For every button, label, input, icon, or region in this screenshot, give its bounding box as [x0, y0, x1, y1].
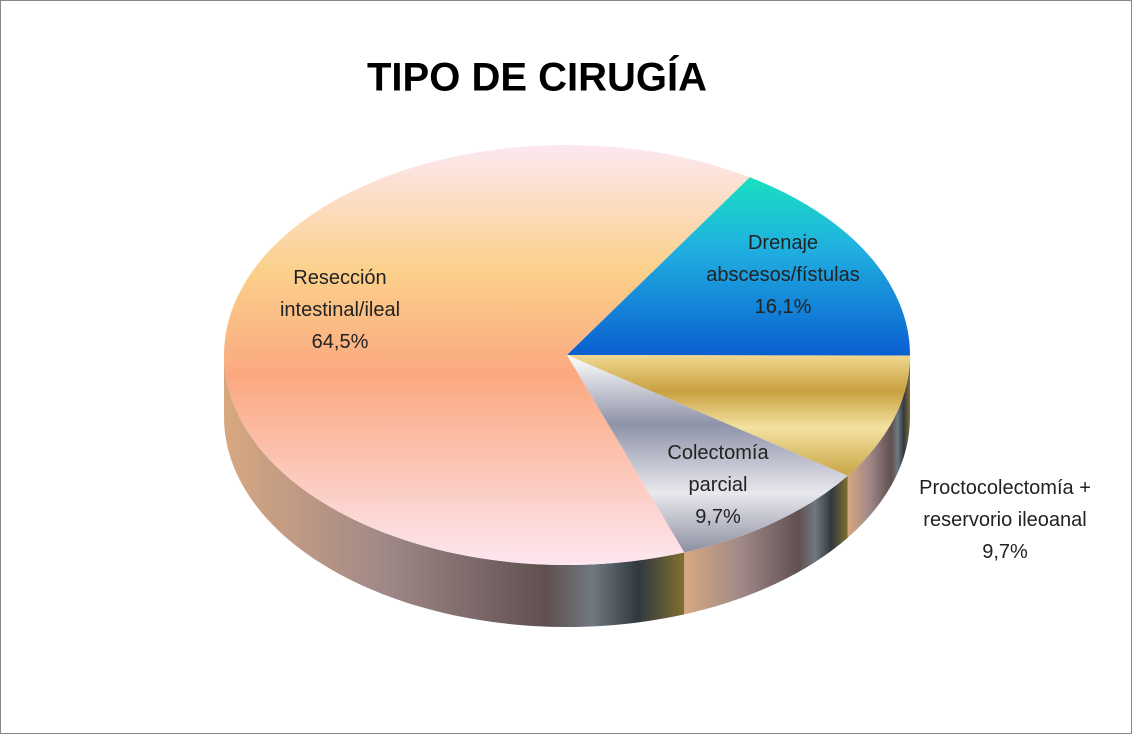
- category-label: Colectomía parcial: [667, 442, 769, 496]
- slice: [567, 355, 910, 476]
- slice: [224, 144, 750, 565]
- data-label: Resección intestinal/ileal 64,5%: [255, 262, 425, 358]
- slice: [567, 177, 910, 356]
- category-label: Drenaje abscesos/fístulas: [706, 232, 860, 286]
- category-label: Resección intestinal/ileal: [279, 267, 401, 321]
- value-label: 64,5%: [311, 331, 369, 353]
- value-label: 16,1%: [754, 296, 812, 318]
- value-label: 9,7%: [695, 506, 741, 528]
- slice: [567, 355, 848, 553]
- slice-side: [847, 355, 910, 538]
- chart-title: TIPO DE CIRUGÍA: [367, 55, 707, 100]
- data-label: Colectomía parcial 9,7%: [653, 437, 783, 533]
- data-label: Proctocolectomía + reservorio ileoanal 9,…: [885, 472, 1125, 568]
- category-label: Proctocolectomía + reservorio ileoanal: [919, 477, 1091, 531]
- value-label: 9,7%: [982, 541, 1028, 563]
- slice-side: [224, 355, 685, 627]
- slice-side: [684, 475, 848, 615]
- data-label: Drenaje abscesos/fístulas 16,1%: [688, 227, 878, 323]
